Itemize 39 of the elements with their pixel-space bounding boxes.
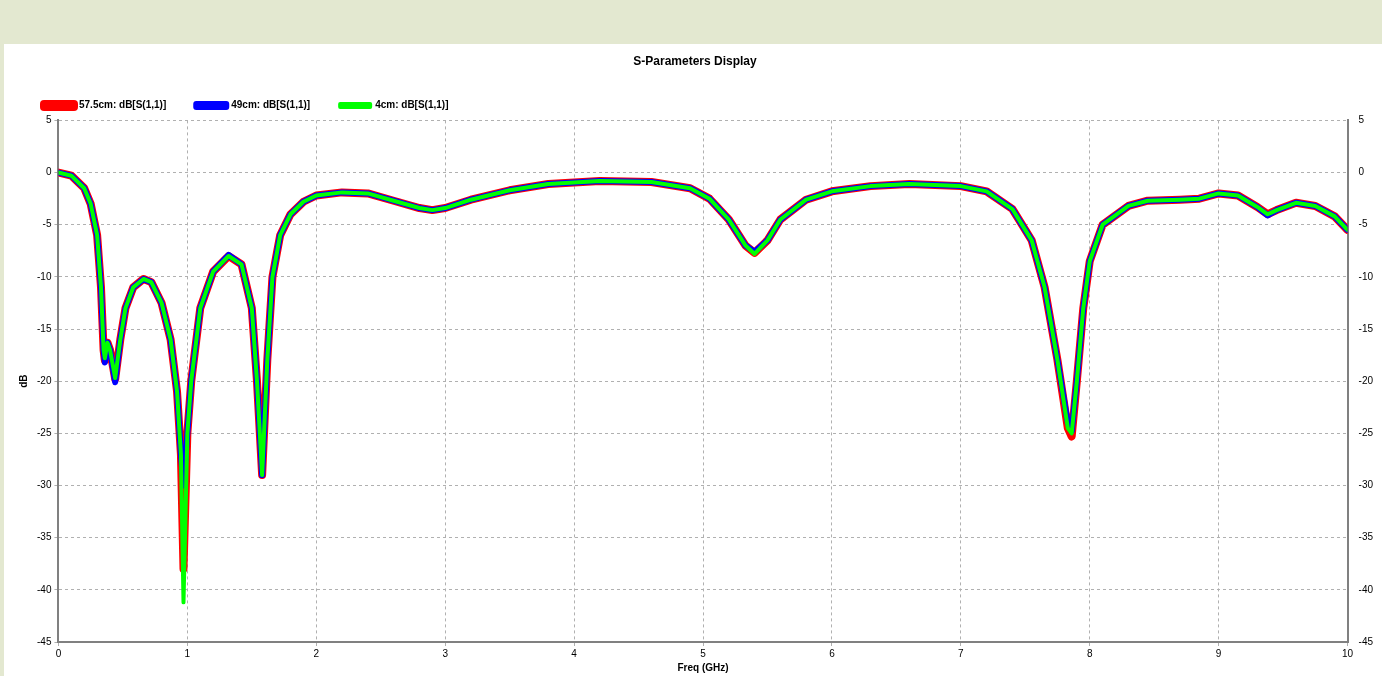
- x-tick-label: 4: [571, 647, 578, 659]
- y2-tick-label: -30: [1358, 479, 1374, 491]
- x-tick-label: 2: [313, 647, 320, 659]
- y2-tick-label: -5: [1358, 218, 1368, 230]
- y-tick-label: -15: [37, 322, 52, 334]
- y-tick-label: -30: [37, 479, 52, 491]
- x-tick-label: 1: [184, 647, 191, 659]
- y2-tick-label: 0: [1358, 166, 1365, 178]
- legend-label: 4cm: dB[S(1,1)]: [375, 99, 449, 111]
- y-tick-label: -45: [37, 635, 52, 647]
- x-tick-label: 0: [55, 647, 62, 659]
- y-tick-label: -5: [42, 218, 52, 230]
- y2-tick-label: -25: [1358, 427, 1374, 439]
- y-tick-label: -25: [37, 427, 52, 439]
- y2-tick-label: -40: [1358, 583, 1374, 595]
- y-axis-title: dB: [17, 374, 29, 388]
- y-tick-label: -20: [37, 374, 52, 386]
- legend-label: 49cm: dB[S(1,1)]: [231, 99, 311, 111]
- y2-tick-label: -10: [1358, 270, 1374, 282]
- x-tick-label: 8: [1086, 647, 1093, 659]
- x-tick-label: 3: [442, 647, 449, 659]
- legend-label: 57.5cm: dB[S(1,1)]: [79, 99, 167, 111]
- y-tick-label: -35: [37, 531, 52, 543]
- y-tick-label: -40: [37, 583, 52, 595]
- y-tick-label: 0: [45, 166, 52, 178]
- x-tick-label: 6: [829, 647, 836, 659]
- y2-tick-label: -15: [1358, 322, 1374, 334]
- y-tick-label: -10: [37, 270, 52, 282]
- y2-tick-label: -35: [1358, 531, 1374, 543]
- x-tick-label: 10: [1341, 647, 1354, 659]
- chart-title: S-Parameters Display: [633, 53, 758, 68]
- x-tick-label: 7: [958, 647, 965, 659]
- y2-tick-label: -20: [1358, 374, 1374, 386]
- y-tick-label: 5: [45, 114, 52, 126]
- y2-tick-label: 5: [1358, 114, 1365, 126]
- x-axis-title: Freq (GHz): [677, 661, 729, 673]
- x-tick-label: 9: [1215, 647, 1222, 659]
- x-tick-label: 5: [700, 647, 707, 659]
- y2-tick-label: -45: [1358, 635, 1374, 647]
